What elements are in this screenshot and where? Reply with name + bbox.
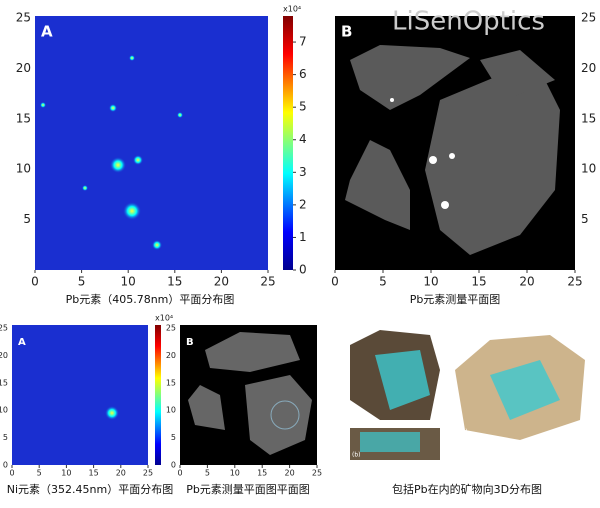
y-tick-label: 10 — [0, 406, 8, 415]
colorbar-tick-label: 1 — [299, 230, 307, 244]
x-tick-label: 10 — [423, 275, 438, 289]
sub-label: c) — [462, 429, 468, 436]
x-tick-label: 25 — [143, 469, 153, 478]
colorbar-tick-label: 7 — [299, 35, 307, 49]
y-tick-label: 5 — [23, 212, 31, 226]
x-tick-label: 10 — [230, 469, 240, 478]
y-tick-label: 25 — [166, 324, 176, 333]
colorbar-exponent: x10⁴ — [283, 5, 301, 14]
caption: 包括Pb在内的矿物向3D分布图 — [392, 482, 542, 496]
x-tick-label: 0 — [9, 469, 14, 478]
caption: Pb元素测量平面图 — [410, 293, 501, 306]
x-tick-label: 25 — [312, 469, 322, 478]
mineral-3d — [375, 350, 430, 410]
sub-label: (b) — [352, 452, 361, 459]
hotspot — [105, 406, 119, 420]
panel-label: B — [186, 337, 194, 348]
y-tick-label: 25 — [581, 11, 596, 25]
x-tick-label: 15 — [257, 469, 267, 478]
panel-label: A — [41, 23, 53, 41]
colorbar-tick-label: 6 — [299, 67, 307, 81]
y-tick-label: 20 — [166, 351, 176, 360]
y-tick-label: 25 — [0, 324, 8, 333]
y-tick-label: 0 — [3, 461, 8, 470]
colorbar-tick-label: 3 — [299, 165, 307, 179]
mineral-3d — [360, 432, 420, 452]
x-tick-label: 20 — [519, 275, 534, 289]
y-tick-label: 20 — [581, 61, 596, 75]
y-tick-label: 5 — [171, 433, 176, 442]
heatmap — [35, 16, 268, 270]
x-tick-label: 5 — [379, 275, 387, 289]
y-tick-label: 15 — [581, 111, 596, 125]
colorbar-tick-label: 0 — [299, 263, 307, 277]
watermark: LiSenOptics — [392, 7, 545, 37]
x-tick-label: 20 — [285, 469, 295, 478]
heatmap — [12, 325, 148, 465]
ct-fragments — [188, 332, 312, 455]
colorbar-tick-label: 5 — [299, 100, 307, 114]
y-tick-label: 5 — [581, 212, 589, 226]
y-tick-label: 15 — [0, 378, 8, 387]
x-tick-label: 15 — [89, 469, 99, 478]
x-tick-label: 25 — [567, 275, 582, 289]
y-tick-label: 5 — [3, 433, 8, 442]
y-tick-label: 25 — [16, 11, 31, 25]
colorbar-tick-label: 4 — [299, 132, 307, 146]
y-tick-label: 10 — [581, 162, 596, 176]
x-tick-label: 10 — [121, 275, 136, 289]
panel-label: A — [18, 337, 26, 348]
x-tick-label: 15 — [471, 275, 486, 289]
y-tick-label: 15 — [166, 378, 176, 387]
y-tick-label: 0 — [171, 461, 176, 470]
sub-label: (a) — [352, 407, 360, 414]
caption: Pb元素（405.78nm）平面分布图 — [66, 293, 235, 306]
x-tick-label: 10 — [61, 469, 71, 478]
x-tick-label: 15 — [167, 275, 182, 289]
x-tick-label: 5 — [78, 275, 86, 289]
mineral-3d — [490, 360, 560, 420]
y-tick-label: 10 — [166, 406, 176, 415]
colorbar-tick-label: 2 — [299, 197, 307, 211]
ct-fragments — [345, 45, 560, 255]
x-tick-label: 5 — [205, 469, 210, 478]
y-tick-label: 20 — [16, 61, 31, 75]
colorbar-exponent: x10⁴ — [155, 314, 173, 323]
hotspots — [40, 55, 183, 250]
caption: Ni元素（352.45nm）平面分布图 — [7, 483, 173, 496]
x-tick-label: 0 — [31, 275, 39, 289]
x-tick-label: 5 — [37, 469, 42, 478]
highlight-circle — [270, 400, 300, 430]
y-tick-label: 10 — [16, 162, 31, 176]
x-tick-label: 25 — [260, 275, 275, 289]
y-tick-label: 20 — [0, 351, 8, 360]
y-tick-label: 15 — [16, 111, 31, 125]
panel-label: B — [341, 23, 352, 41]
x-tick-label: 20 — [116, 469, 126, 478]
x-tick-label: 0 — [331, 275, 339, 289]
caption: Pb元素测量平面图平面图 — [186, 483, 310, 496]
ct-bright-spots — [390, 98, 455, 209]
x-tick-label: 0 — [177, 469, 182, 478]
colorbar — [155, 325, 161, 465]
x-tick-label: 20 — [214, 275, 229, 289]
colorbar — [283, 16, 293, 270]
